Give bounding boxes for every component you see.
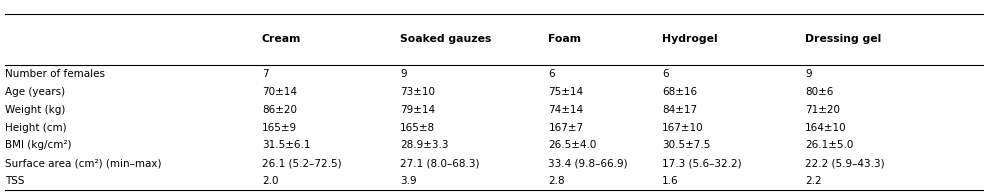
- Text: Age (years): Age (years): [5, 87, 65, 97]
- Text: 31.5±6.1: 31.5±6.1: [262, 140, 310, 150]
- Text: 79±14: 79±14: [400, 105, 436, 115]
- Text: 7: 7: [262, 69, 269, 79]
- Text: 17.3 (5.6–32.2): 17.3 (5.6–32.2): [662, 158, 742, 168]
- Text: 86±20: 86±20: [262, 105, 296, 115]
- Text: 28.9±3.3: 28.9±3.3: [400, 140, 449, 150]
- Text: 70±14: 70±14: [262, 87, 296, 97]
- Text: Hydrogel: Hydrogel: [662, 34, 717, 44]
- Text: 73±10: 73±10: [400, 87, 435, 97]
- Text: Surface area (cm²) (min–max): Surface area (cm²) (min–max): [5, 158, 161, 168]
- Text: 1.6: 1.6: [662, 176, 679, 186]
- Text: 30.5±7.5: 30.5±7.5: [662, 140, 710, 150]
- Text: BMI (kg/cm²): BMI (kg/cm²): [5, 140, 71, 150]
- Text: 27.1 (8.0–68.3): 27.1 (8.0–68.3): [400, 158, 479, 168]
- Text: 2.0: 2.0: [262, 176, 279, 186]
- Text: Dressing gel: Dressing gel: [805, 34, 881, 44]
- Text: 165±8: 165±8: [400, 123, 436, 133]
- Text: TSS: TSS: [5, 176, 25, 186]
- Text: Number of females: Number of females: [5, 69, 105, 79]
- Text: 167±7: 167±7: [548, 123, 584, 133]
- Text: 2.2: 2.2: [805, 176, 822, 186]
- Text: 71±20: 71±20: [805, 105, 840, 115]
- Text: 84±17: 84±17: [662, 105, 698, 115]
- Text: 22.2 (5.9–43.3): 22.2 (5.9–43.3): [805, 158, 885, 168]
- Text: Foam: Foam: [548, 34, 581, 44]
- Text: 9: 9: [400, 69, 407, 79]
- Text: 6: 6: [548, 69, 555, 79]
- Text: 26.1 (5.2–72.5): 26.1 (5.2–72.5): [262, 158, 342, 168]
- Text: 26.5±4.0: 26.5±4.0: [548, 140, 597, 150]
- Text: 9: 9: [805, 69, 812, 79]
- Text: 74±14: 74±14: [548, 105, 584, 115]
- Text: Weight (kg): Weight (kg): [5, 105, 65, 115]
- Text: Soaked gauzes: Soaked gauzes: [400, 34, 491, 44]
- Text: Height (cm): Height (cm): [5, 123, 66, 133]
- Text: 164±10: 164±10: [805, 123, 847, 133]
- Text: 2.8: 2.8: [548, 176, 565, 186]
- Text: 80±6: 80±6: [805, 87, 834, 97]
- Text: 33.4 (9.8–66.9): 33.4 (9.8–66.9): [548, 158, 628, 168]
- Text: 68±16: 68±16: [662, 87, 698, 97]
- Text: 26.1±5.0: 26.1±5.0: [805, 140, 854, 150]
- Text: 3.9: 3.9: [400, 176, 417, 186]
- Text: 75±14: 75±14: [548, 87, 584, 97]
- Text: 165±9: 165±9: [262, 123, 297, 133]
- Text: Cream: Cream: [262, 34, 301, 44]
- Text: 6: 6: [662, 69, 669, 79]
- Text: 167±10: 167±10: [662, 123, 703, 133]
